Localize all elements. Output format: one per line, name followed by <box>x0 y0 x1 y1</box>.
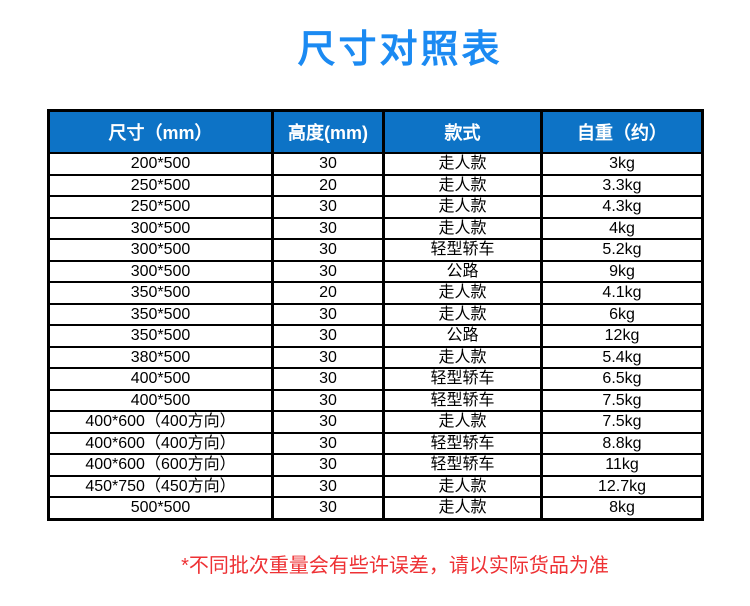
table-row: 400*500 30 轻型轿车 7.5kg <box>47 388 704 412</box>
footnote: *不同批次重量会有些许误差，请以实际货品为准 <box>181 555 609 577</box>
table-cell: 30 <box>271 195 385 219</box>
table-cell: 250*500 <box>47 195 274 219</box>
table-cell: 3kg <box>540 152 704 176</box>
table-cell: 轻型轿车 <box>382 388 543 412</box>
table-cell: 公路 <box>382 259 543 283</box>
table-body: 200*500 30 走人款 3kg 250*500 20 走人款 3.3kg 250*500 3… <box>47 152 704 520</box>
table-cell: 轻型轿车 <box>382 238 543 262</box>
table-header: 尺寸（mm） 高度(mm) 款式 自重（约） <box>47 109 704 154</box>
table-cell: 300*500 <box>47 216 274 240</box>
table-row: 400*500 30 轻型轿车 6.5kg <box>47 367 704 391</box>
table-cell: 200*500 <box>47 152 274 176</box>
table-cell: 12kg <box>540 324 704 348</box>
col-header-size: 尺寸（mm） <box>47 109 274 154</box>
table-cell: 8kg <box>540 496 704 520</box>
table-cell: 11kg <box>540 453 704 477</box>
table-cell: 7.5kg <box>540 388 704 412</box>
table-cell: 30 <box>271 238 385 262</box>
table-cell: 20 <box>271 281 385 305</box>
table-row: 300*500 30 轻型轿车 5.2kg <box>47 238 704 262</box>
table-cell: 380*500 <box>47 345 274 369</box>
table-cell: 400*500 <box>47 388 274 412</box>
table-cell: 30 <box>271 431 385 455</box>
table-cell: 30 <box>271 388 385 412</box>
table-cell: 走人款 <box>382 410 543 434</box>
table-cell: 300*500 <box>47 238 274 262</box>
table-cell: 5.4kg <box>540 345 704 369</box>
table-cell: 走人款 <box>382 152 543 176</box>
table-cell: 7.5kg <box>540 410 704 434</box>
table-cell: 30 <box>271 367 385 391</box>
table-row: 350*500 20 走人款 4.1kg <box>47 281 704 305</box>
table-cell: 5.2kg <box>540 238 704 262</box>
table-row: 300*500 30 走人款 4kg <box>47 216 704 240</box>
table-row: 380*500 30 走人款 5.4kg <box>47 345 704 369</box>
table-row: 450*750（450方向） 30 走人款 12.7kg <box>47 474 704 498</box>
table-cell: 250*500 <box>47 173 274 197</box>
table-cell: 走人款 <box>382 216 543 240</box>
table-cell: 走人款 <box>382 173 543 197</box>
col-header-style: 款式 <box>382 109 543 154</box>
table-cell: 350*500 <box>47 324 274 348</box>
table-cell: 走人款 <box>382 281 543 305</box>
col-header-height: 高度(mm) <box>271 109 385 154</box>
table-row: 350*500 30 走人款 6kg <box>47 302 704 326</box>
table-cell: 30 <box>271 216 385 240</box>
table-cell: 走人款 <box>382 345 543 369</box>
table-cell: 400*600（400方向） <box>47 431 274 455</box>
table-row: 250*500 30 走人款 4.3kg <box>47 195 704 219</box>
table-cell: 走人款 <box>382 195 543 219</box>
table-row: 400*600（600方向） 30 轻型轿车 11kg <box>47 453 704 477</box>
table-cell: 30 <box>271 324 385 348</box>
table-cell: 12.7kg <box>540 474 704 498</box>
table-cell: 300*500 <box>47 259 274 283</box>
table-row: 300*500 30 公路 9kg <box>47 259 704 283</box>
table-cell: 4.1kg <box>540 281 704 305</box>
table-row: 400*600（400方向） 30 轻型轿车 8.8kg <box>47 431 704 455</box>
table-cell: 9kg <box>540 259 704 283</box>
table-cell: 450*750（450方向） <box>47 474 274 498</box>
size-comparison-table: 尺寸（mm） 高度(mm) 款式 自重（约） 200*500 30 走人款 3kg 25… <box>47 109 704 521</box>
table-cell: 30 <box>271 496 385 520</box>
table-cell: 8.8kg <box>540 431 704 455</box>
table-cell: 30 <box>271 474 385 498</box>
table-row: 350*500 30 公路 12kg <box>47 324 704 348</box>
table-cell: 400*600（600方向） <box>47 453 274 477</box>
table-cell: 20 <box>271 173 385 197</box>
table-cell: 走人款 <box>382 302 543 326</box>
table-cell: 轻型轿车 <box>382 431 543 455</box>
table-row: 200*500 30 走人款 3kg <box>47 152 704 176</box>
table-row: 500*500 30 走人款 8kg <box>47 496 704 520</box>
table-header-row: 尺寸（mm） 高度(mm) 款式 自重（约） <box>47 109 704 154</box>
table-cell: 350*500 <box>47 302 274 326</box>
table-cell: 走人款 <box>382 496 543 520</box>
table-cell: 4.3kg <box>540 195 704 219</box>
table-cell: 轻型轿车 <box>382 367 543 391</box>
table-cell: 30 <box>271 410 385 434</box>
table-cell: 400*500 <box>47 367 274 391</box>
table-cell: 4kg <box>540 216 704 240</box>
table-cell: 3.3kg <box>540 173 704 197</box>
table-row: 250*500 20 走人款 3.3kg <box>47 173 704 197</box>
table-cell: 6.5kg <box>540 367 704 391</box>
table-cell: 公路 <box>382 324 543 348</box>
table-cell: 走人款 <box>382 474 543 498</box>
col-header-weight: 自重（约） <box>540 109 704 154</box>
table-cell: 500*500 <box>47 496 274 520</box>
table-cell: 30 <box>271 259 385 283</box>
table-row: 400*600（400方向） 30 走人款 7.5kg <box>47 410 704 434</box>
table-cell: 400*600（400方向） <box>47 410 274 434</box>
page-title: 尺寸对照表 <box>297 29 503 71</box>
table-cell: 轻型轿车 <box>382 453 543 477</box>
table-cell: 30 <box>271 345 385 369</box>
table-cell: 30 <box>271 453 385 477</box>
table-cell: 350*500 <box>47 281 274 305</box>
table-cell: 6kg <box>540 302 704 326</box>
table-cell: 30 <box>271 302 385 326</box>
table-cell: 30 <box>271 152 385 176</box>
